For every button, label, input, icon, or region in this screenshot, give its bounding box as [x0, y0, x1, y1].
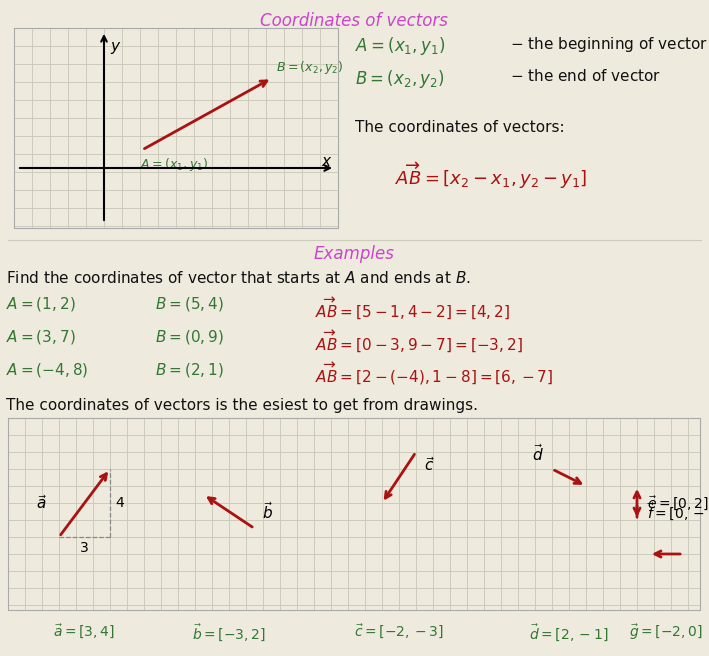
Text: $\vec{f} = [0, -1]$: $\vec{f} = [0, -1]$ — [647, 501, 709, 522]
Text: $\vec{d} = [2, -1]$: $\vec{d} = [2, -1]$ — [530, 622, 609, 643]
Text: Examples: Examples — [313, 245, 394, 263]
Text: $y$: $y$ — [110, 40, 121, 56]
Text: $A = (1, 2)$: $A = (1, 2)$ — [6, 295, 76, 313]
Text: $\overrightarrow{AB} = [5 - 1, 4 - 2] = [4, 2]$: $\overrightarrow{AB} = [5 - 1, 4 - 2] = … — [315, 295, 510, 321]
Text: $\vec{a}$: $\vec{a}$ — [36, 494, 47, 512]
Text: $\vec{d}$: $\vec{d}$ — [532, 443, 544, 464]
Text: $\vec{c}$: $\vec{c}$ — [424, 456, 435, 474]
Text: $\overrightarrow{AB} = [2 - (-4), 1 - 8] = [6, -7]$: $\overrightarrow{AB} = [2 - (-4), 1 - 8]… — [315, 361, 554, 387]
Text: $\overrightarrow{AB} = [0 - 3, 9 - 7] = [-3, 2]$: $\overrightarrow{AB} = [0 - 3, 9 - 7] = … — [315, 328, 523, 354]
Text: $B = (2, 1)$: $B = (2, 1)$ — [155, 361, 224, 379]
Text: $B = (0, 9)$: $B = (0, 9)$ — [155, 328, 224, 346]
Text: $\vec{e} = [0, 2]$: $\vec{e} = [0, 2]$ — [647, 494, 709, 512]
Text: $\vec{a} = [3, 4]$: $\vec{a} = [3, 4]$ — [53, 622, 116, 640]
Text: $x$: $x$ — [321, 154, 333, 169]
Text: 4: 4 — [115, 496, 124, 510]
Text: Coordinates of vectors: Coordinates of vectors — [260, 12, 448, 30]
Text: $-$ the end of vector: $-$ the end of vector — [510, 68, 661, 84]
Text: $B = (5, 4)$: $B = (5, 4)$ — [155, 295, 224, 313]
Text: $-$ the beginning of vector: $-$ the beginning of vector — [510, 35, 708, 54]
Text: The coordinates of vectors:: The coordinates of vectors: — [355, 120, 564, 135]
Text: $A = (3, 7)$: $A = (3, 7)$ — [6, 328, 76, 346]
Text: $A = (x_1, y_1)$: $A = (x_1, y_1)$ — [140, 156, 208, 173]
Text: $A = (-4, 8)$: $A = (-4, 8)$ — [6, 361, 89, 379]
Text: $B = (x_2, y_2)$: $B = (x_2, y_2)$ — [276, 59, 344, 76]
Text: $\vec{b} = [-3, 2]$: $\vec{b} = [-3, 2]$ — [192, 622, 266, 643]
Text: 3: 3 — [80, 541, 89, 555]
Text: $B = (x_2, y_2)$: $B = (x_2, y_2)$ — [355, 68, 445, 90]
Text: $\overrightarrow{AB} = [x_2 - x_1, y_2 - y_1]$: $\overrightarrow{AB} = [x_2 - x_1, y_2 -… — [395, 160, 587, 191]
Text: $A = (x_1, y_1)$: $A = (x_1, y_1)$ — [355, 35, 445, 57]
Text: $\vec{g} = [-2, 0]$: $\vec{g} = [-2, 0]$ — [629, 622, 703, 642]
Text: $\vec{c} = [-2, -3]$: $\vec{c} = [-2, -3]$ — [354, 622, 444, 640]
Text: $\vec{b}$: $\vec{b}$ — [262, 501, 274, 522]
Text: Find the coordinates of vector that starts at $A$ and ends at $B$.: Find the coordinates of vector that star… — [6, 270, 471, 286]
Text: The coordinates of vectors is the esiest to get from drawings.: The coordinates of vectors is the esiest… — [6, 398, 478, 413]
